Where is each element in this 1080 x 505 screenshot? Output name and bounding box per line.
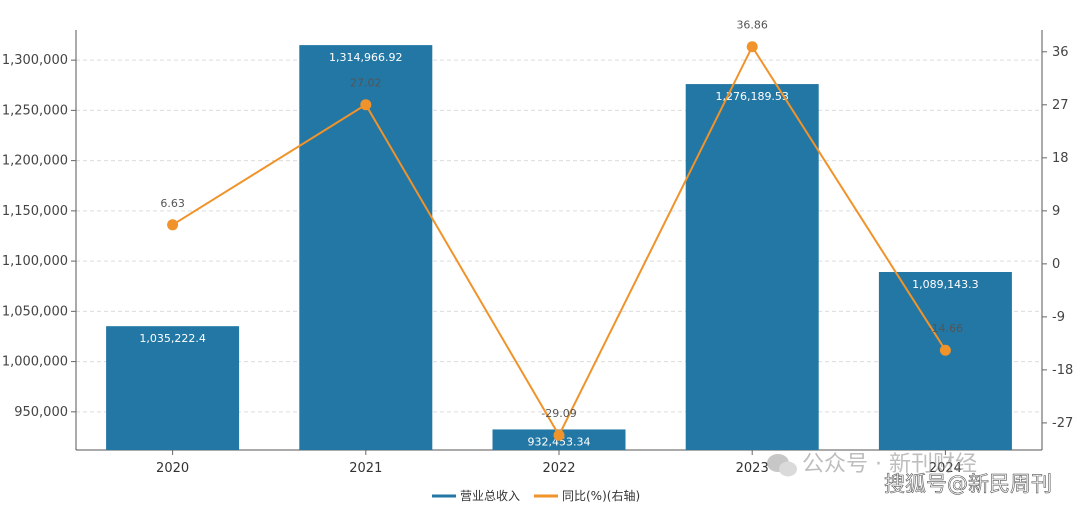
bar (106, 326, 240, 450)
watermark: 公众号 · 新刊财经 (767, 452, 977, 477)
bar-value-label: 1,035,222.4 (139, 332, 205, 345)
right-tick-label: 18 (1052, 151, 1069, 166)
bar-value-label: 932,453.34 (528, 435, 591, 448)
yoy-value-label: 6.63 (160, 197, 185, 210)
bar-value-label: 1,276,189.53 (715, 90, 788, 103)
right-tick-label: -27 (1052, 416, 1073, 431)
left-tick-label: 1,050,000 (2, 304, 68, 319)
bar-value-label: 1,314,966.92 (329, 51, 402, 64)
right-tick-label: -18 (1052, 363, 1073, 378)
yoy-value-label: 27.02 (350, 77, 382, 90)
yoy-value-label: 36.86 (736, 19, 768, 32)
right-axis-ticks: -27 -18 -9 0 9 18 27 36 (1042, 45, 1073, 431)
left-tick-label: 1,100,000 (2, 254, 68, 269)
yoy-value-label: -14.66 (928, 322, 963, 335)
bar (878, 272, 1012, 450)
x-tick-label: 2021 (349, 461, 382, 476)
line-data-labels: 6.63 27.02 -29.09 36.86 -14.66 (160, 19, 963, 420)
legend-label-yoy: 同比(%)(右轴) (562, 488, 640, 503)
right-tick-label: 9 (1052, 204, 1060, 219)
left-tick-label: 1,250,000 (2, 103, 68, 118)
bar (299, 45, 433, 450)
left-axis-ticks: 950,000 1,000,000 1,050,000 1,100,000 1,150,… (2, 53, 76, 420)
x-tick-label: 2022 (542, 461, 575, 476)
right-tick-label: 0 (1052, 257, 1060, 272)
yoy-point (746, 41, 758, 53)
bar (685, 84, 819, 451)
x-tick-label: 2023 (736, 461, 769, 476)
right-tick-label: 36 (1052, 45, 1069, 60)
yoy-point (939, 344, 951, 356)
x-tick-label: 2020 (156, 461, 189, 476)
right-tick-label: -9 (1052, 310, 1065, 325)
x-tick-label: 2024 (929, 461, 962, 476)
left-tick-label: 1,150,000 (2, 204, 68, 219)
yoy-point (553, 429, 565, 441)
left-tick-label: 1,000,000 (2, 355, 68, 370)
legend: 营业总收入 同比(%)(右轴) (432, 488, 640, 503)
sohu-watermark: 搜狐号@新民周刊 (884, 472, 1052, 496)
yoy-point (360, 99, 372, 111)
bar-data-labels: 1,035,222.4 1,314,966.92 932,453.34 1,276,1… (139, 51, 978, 448)
wechat-watermark: 公众号 · 新刊财经 (802, 452, 977, 477)
left-tick-label: 950,000 (14, 405, 68, 420)
bar-series (106, 45, 1012, 451)
wechat-icon (767, 454, 797, 477)
x-axis-ticks: 2020 2021 2022 2023 2024 (156, 450, 962, 476)
yoy-point (167, 219, 179, 231)
legend-label-revenue: 营业总收入 (460, 489, 520, 503)
line-series (167, 41, 951, 441)
left-tick-label: 1,300,000 (2, 53, 68, 68)
yoy-value-label: -29.09 (541, 407, 576, 420)
left-tick-label: 1,200,000 (2, 154, 68, 169)
yoy-line (172, 44, 947, 438)
bar-value-label: 1,089,143.3 (912, 278, 978, 291)
right-tick-label: 27 (1052, 98, 1069, 113)
